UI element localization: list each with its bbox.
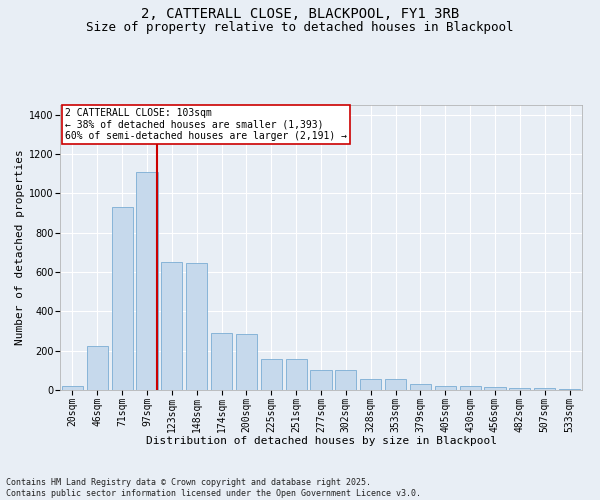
Bar [435, 386, 456, 390]
Bar [410, 384, 431, 390]
Y-axis label: Number of detached properties: Number of detached properties [15, 150, 25, 346]
Bar [286, 358, 307, 390]
Bar [112, 207, 133, 390]
Text: 2, CATTERALL CLOSE, BLACKPOOL, FY1 3RB: 2, CATTERALL CLOSE, BLACKPOOL, FY1 3RB [141, 8, 459, 22]
Bar [360, 378, 381, 390]
Text: 2 CATTERALL CLOSE: 103sqm
← 38% of detached houses are smaller (1,393)
60% of se: 2 CATTERALL CLOSE: 103sqm ← 38% of detac… [65, 108, 347, 141]
Bar [559, 389, 580, 390]
Bar [236, 334, 257, 390]
Text: Contains HM Land Registry data © Crown copyright and database right 2025.
Contai: Contains HM Land Registry data © Crown c… [6, 478, 421, 498]
Bar [335, 370, 356, 390]
Text: Size of property relative to detached houses in Blackpool: Size of property relative to detached ho… [86, 21, 514, 34]
X-axis label: Distribution of detached houses by size in Blackpool: Distribution of detached houses by size … [146, 436, 497, 446]
Bar [186, 263, 207, 390]
Bar [534, 388, 555, 390]
Bar [136, 172, 158, 390]
Bar [211, 333, 232, 390]
Bar [87, 346, 108, 390]
Bar [261, 358, 282, 390]
Bar [62, 386, 83, 390]
Bar [484, 387, 506, 390]
Bar [161, 262, 182, 390]
Bar [310, 370, 332, 390]
Bar [385, 378, 406, 390]
Bar [509, 388, 530, 390]
Bar [460, 386, 481, 390]
